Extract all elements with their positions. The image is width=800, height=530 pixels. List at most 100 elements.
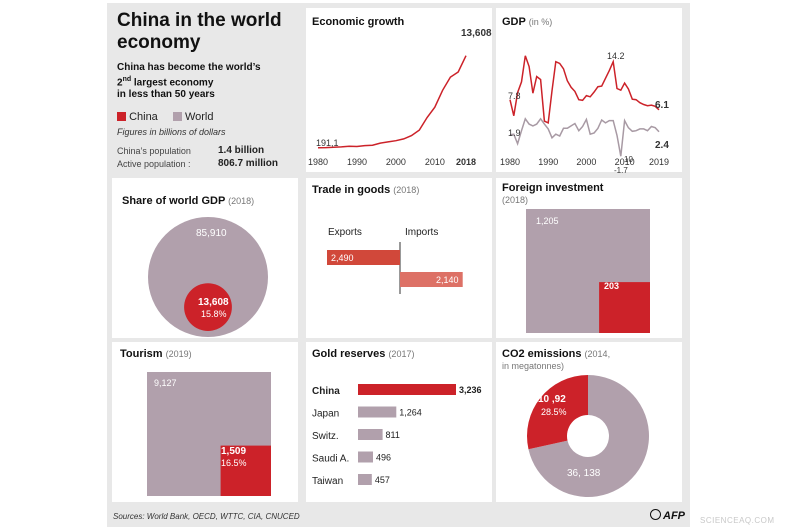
tourism-china-square <box>220 445 271 496</box>
economic-growth-xtick-label: 2018 <box>456 157 476 167</box>
co2-china-slice <box>527 375 588 450</box>
gold-chart: China 3,236 Japan 1,264 Switz. 811 Saudi A. 496… <box>312 384 482 487</box>
co2-title: CO2 emissions (2014, <box>502 348 611 360</box>
share-gdp-title: Share of world GDP (2018) <box>122 195 255 207</box>
tourism-world-label: 9,127 <box>154 378 177 388</box>
economic-growth-xtick-label: 2000 <box>386 157 406 167</box>
gdp-china-line <box>509 55 660 125</box>
gdp-title: GDP (in %) <box>502 16 553 28</box>
trade-imports-value: 2,140 <box>436 275 459 285</box>
share-gdp-chart: 85,910 13,608 15.8% <box>148 217 268 337</box>
gold-value-label: 1,264 <box>399 408 422 418</box>
co2-china-pct: 28.5% <box>541 407 567 417</box>
watermark: SCIENCEAQ.COM <box>700 516 775 525</box>
economic-growth-line <box>317 55 467 149</box>
active-population-label: Active population : <box>117 159 191 169</box>
share-gdp-china-circle <box>184 283 232 331</box>
gdp-china-end-label: 6.1 <box>655 100 669 111</box>
trade-imports-bar <box>400 272 463 287</box>
trade-exports-value: 2,490 <box>331 253 354 263</box>
gdp-xtick-label: 1980 <box>500 157 520 167</box>
tourism-china-pct: 16.5% <box>221 458 247 468</box>
gdp-china-start-label: 7.8 <box>508 91 521 101</box>
share-gdp-world-circle <box>148 217 268 337</box>
gold-title: Gold reserves (2017) <box>312 348 415 360</box>
gdp-world-end-label: 2.4 <box>655 140 669 151</box>
foreign-investment-panel: Foreign investment (2018) 1,205 203 <box>496 178 682 338</box>
tourism-china-label: 1,509 <box>221 446 246 457</box>
gdp-panel: GDP (in %) 7.8 14.2 6.1 1.9 -1.7 2.4 10 … <box>496 8 682 175</box>
gdp-world-min-label: -1.7 <box>614 166 628 175</box>
trade-panel: Trade in goods (2018) Exports Imports 2,… <box>306 178 492 338</box>
gdp-xtick-label: 2010 <box>615 157 635 167</box>
trade-imports-label: Imports <box>405 227 438 238</box>
gold-category-label: Saudi A. <box>312 454 349 465</box>
gold-value-label: 811 <box>386 430 400 440</box>
co2-chart: 10 ,92 28.5% 36, 138 <box>527 375 649 497</box>
co2-world-slice <box>528 375 649 497</box>
gold-bar <box>358 384 456 395</box>
population-value: 1.4 billion <box>218 145 265 156</box>
legend-world-label: World <box>184 111 214 123</box>
legend: China World <box>117 111 213 123</box>
foreign-investment-title: Foreign investment <box>502 182 604 194</box>
figures-note: Figures in billions of dollars <box>117 127 226 137</box>
economic-growth-end-label: 13,608 <box>461 28 492 39</box>
foreign-investment-year: (2018) <box>502 195 529 205</box>
foreign-investment-world-label: 1,205 <box>536 216 559 226</box>
subtitle: China has become the world’s 2nd largest… <box>117 62 261 101</box>
share-gdp-china-label: 13,608 <box>198 297 229 308</box>
economic-growth-xtick-label: 1990 <box>347 157 367 167</box>
gdp-chart: 7.8 14.2 6.1 1.9 -1.7 2.4 10 1980 1990 200… <box>500 51 669 175</box>
gdp-xtick-label: 2000 <box>576 157 596 167</box>
share-gdp-china-pct: 15.8% <box>201 309 227 319</box>
gdp-world-line <box>509 117 660 157</box>
gold-category-label: Taiwan <box>312 476 343 487</box>
afp-logo: AFP <box>650 509 685 522</box>
gdp-xtick-label: 2019 <box>649 157 669 167</box>
economic-growth-start-label: 191,1 <box>316 138 339 148</box>
gold-value-label: 457 <box>375 475 390 485</box>
gold-category-label: Switz. <box>312 431 339 442</box>
gold-panel: Gold reserves (2017) China 3,236 Japan 1,26… <box>306 342 492 502</box>
gdp-china-peak-label: 14.2 <box>607 51 625 61</box>
share-gdp-world-label: 85,910 <box>196 228 227 239</box>
active-population-value: 806.7 million <box>218 158 279 169</box>
trade-title: Trade in goods (2018) <box>312 184 420 196</box>
economic-growth-chart: 191,1 13,608 1980 1990 2000 2010 2018 <box>308 28 492 167</box>
co2-panel: CO2 emissions (2014, in megatonnes) 10 ,… <box>496 342 682 502</box>
sources: Sources: World Bank, OECD, WTTC, CIA, CN… <box>113 512 300 521</box>
economic-growth-xtick-label: 2010 <box>425 157 445 167</box>
gold-bar <box>358 429 383 440</box>
trade-exports-bar <box>327 250 400 265</box>
afp-logo-mark-icon <box>650 509 661 520</box>
co2-year: in megatonnes) <box>502 361 565 371</box>
gdp-xtick-label: 1990 <box>538 157 558 167</box>
tourism-chart: 9,127 1,509 16.5% <box>147 372 271 496</box>
population-label: China’s population <box>117 146 191 156</box>
gold-value-label: 496 <box>376 453 391 463</box>
gold-category-label: Japan <box>312 409 339 420</box>
trade-exports-label: Exports <box>328 227 362 238</box>
legend-china-label: China <box>129 111 158 123</box>
gdp-tick-10-label: 10 <box>624 155 633 164</box>
economic-growth-xtick-label: 1980 <box>308 157 328 167</box>
gdp-world-start-label: 1.9 <box>508 128 521 138</box>
share-gdp-panel: Share of world GDP (2018) 85,910 13,608 … <box>112 178 298 338</box>
foreign-investment-china-square <box>599 282 650 333</box>
intro-panel: China in the world economy China has beco… <box>108 4 303 170</box>
tourism-title: Tourism (2019) <box>120 348 192 360</box>
legend-world-swatch <box>172 112 182 121</box>
tourism-panel: Tourism (2019) 9,127 1,509 16.5% <box>112 342 298 502</box>
trade-chart: Exports Imports 2,490 2,140 <box>327 227 463 294</box>
economic-growth-panel: Economic growth 191,1 13,608 1980 1990 200… <box>306 8 492 172</box>
gold-value-label: 3,236 <box>459 385 482 395</box>
co2-world-label: 36, 138 <box>567 468 601 479</box>
foreign-investment-china-label: 203 <box>604 281 619 291</box>
foreign-investment-chart: 1,205 203 <box>526 209 650 333</box>
gold-bar <box>358 474 372 485</box>
gold-bar <box>358 451 373 463</box>
economic-growth-title: Economic growth <box>312 16 405 28</box>
gold-bar <box>358 406 397 418</box>
gold-category-label: China <box>312 386 340 397</box>
